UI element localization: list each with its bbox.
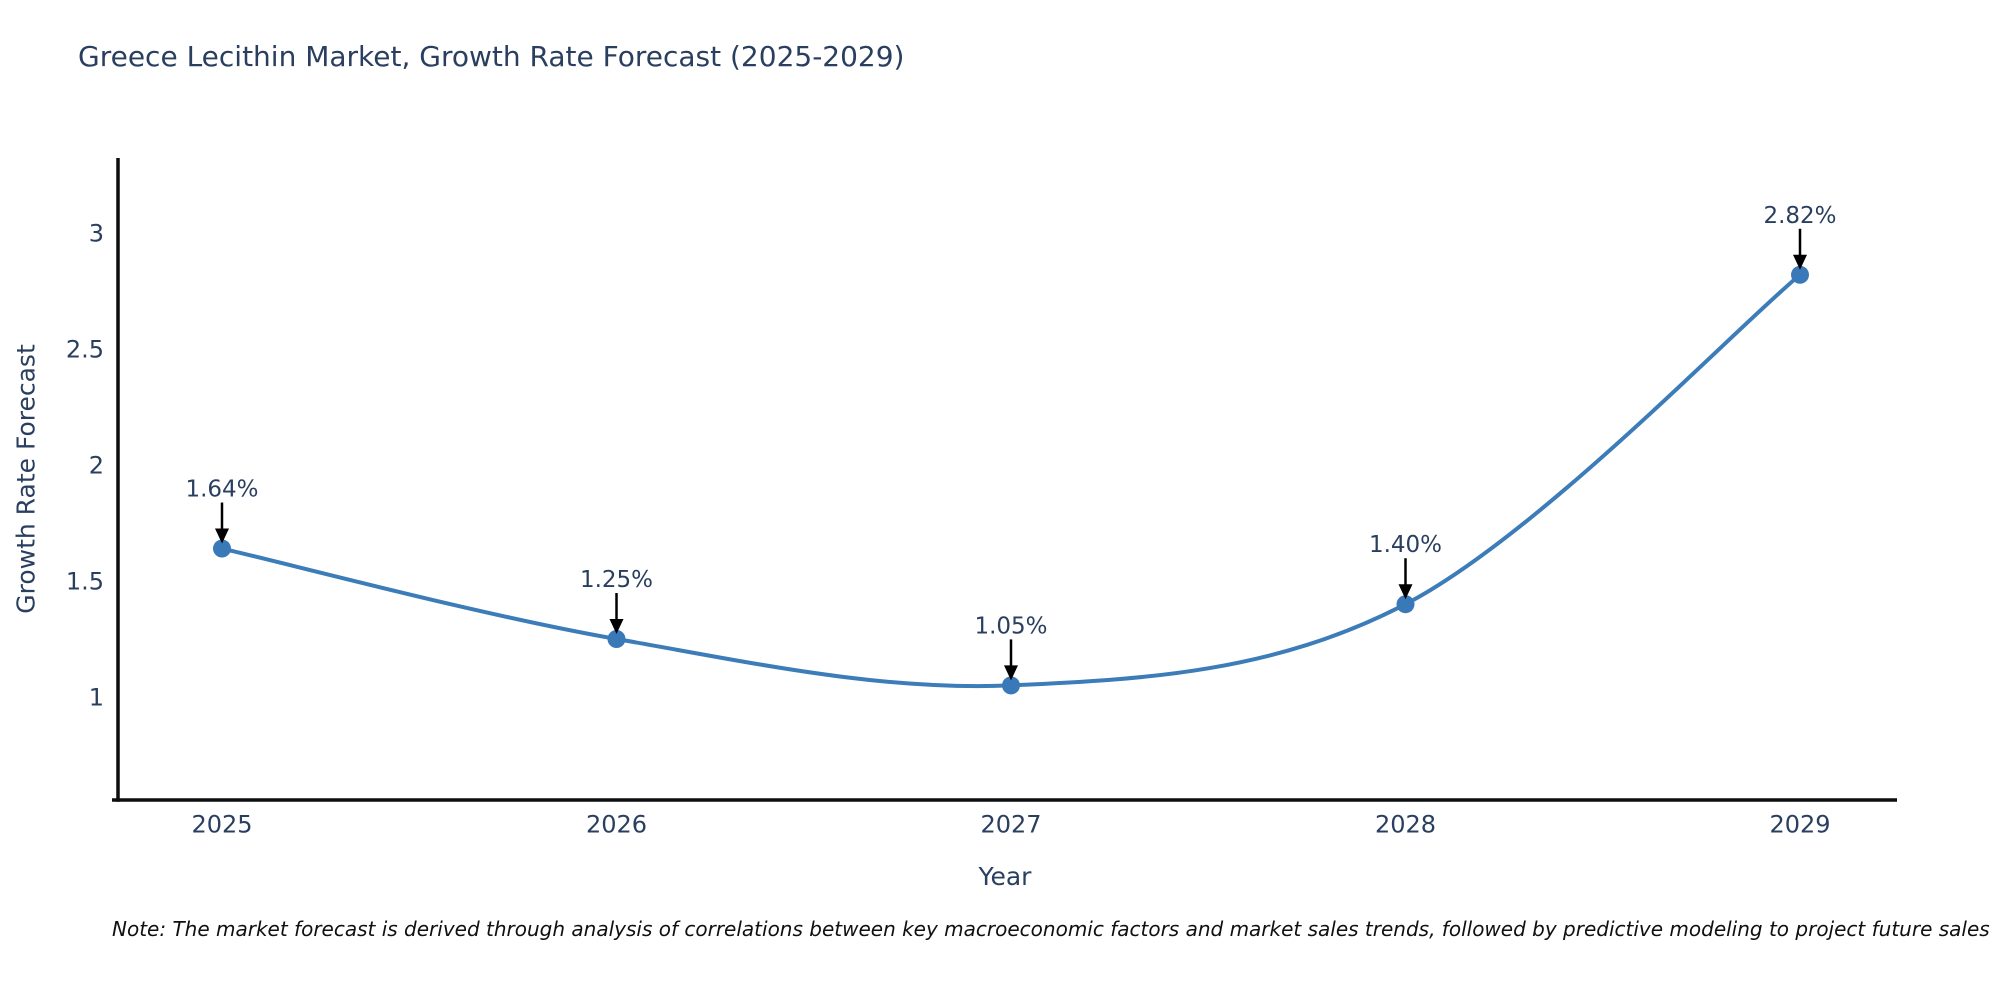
annotation-arrowhead-icon [1398,584,1413,600]
data-point-label: 2.82% [1763,203,1836,229]
annotation-arrowhead-icon [609,619,624,634]
chart-title: Greece Lecithin Market, Growth Rate Fore… [78,40,905,73]
data-point-marker[interactable] [213,539,231,558]
annotation-arrowhead-icon [1793,254,1807,270]
y-tick-label: 2.5 [66,335,104,363]
x-axis-title: Year [978,862,1032,891]
x-tick-label: 2028 [1375,810,1436,838]
y-tick-label: 2 [89,451,104,479]
x-tick-label: 2026 [586,810,647,838]
y-tick-label: 1 [89,683,104,711]
data-point-marker[interactable] [607,630,626,648]
annotation-arrowhead-icon [1004,665,1018,681]
data-point-label: 1.05% [974,613,1047,639]
x-tick-label: 2029 [1769,810,1830,838]
forecast-line [220,272,1802,689]
y-tick-label: 1.5 [66,567,104,595]
data-point-marker[interactable] [1002,676,1020,695]
y-tick-label: 3 [89,219,104,247]
data-point-label: 1.40% [1369,532,1442,558]
x-tick-label: 2027 [980,810,1041,838]
data-point-marker[interactable] [1396,595,1415,614]
data-point-label: 1.25% [580,567,653,593]
data-point-marker[interactable] [1791,265,1809,284]
chart-footnote: Note: The market forecast is derived thr… [112,917,1990,941]
y-axis-title: Growth Rate Forecast [11,344,41,614]
data-point-label: 1.64% [185,477,258,503]
annotation-arrowhead-icon [215,528,229,544]
x-tick-label: 2025 [191,810,252,838]
